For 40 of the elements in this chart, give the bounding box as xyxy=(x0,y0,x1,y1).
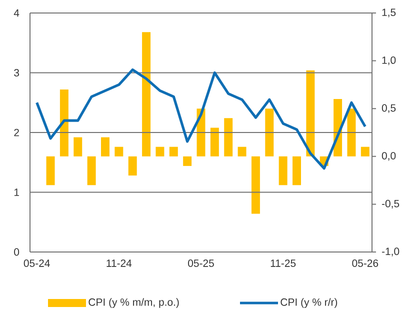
x-tick-label: 11-24 xyxy=(106,260,132,267)
y2-tick-label: 1,0 xyxy=(382,56,396,66)
bar xyxy=(46,156,55,186)
legend-label: CPI (y % r/r) xyxy=(280,298,338,308)
bar xyxy=(347,108,356,156)
y2-tick-label: 0,5 xyxy=(382,104,396,113)
bar xyxy=(265,108,274,156)
y-tick-label: 0 xyxy=(14,248,20,256)
x-tick-label: 05-25 xyxy=(188,260,214,267)
y-tick-label: 1 xyxy=(14,188,19,196)
y2-tick-label: -1,0 xyxy=(382,248,400,256)
bar xyxy=(224,118,233,156)
bar xyxy=(251,156,260,214)
bar xyxy=(360,146,370,156)
bar xyxy=(183,156,192,166)
bar xyxy=(210,128,219,156)
bar xyxy=(60,89,68,156)
y2-tick-label: 1,5 xyxy=(382,8,396,18)
y-tick-label: 4 xyxy=(14,9,20,17)
bar xyxy=(114,146,124,156)
bar xyxy=(142,32,151,156)
x-tick-label: 11-25 xyxy=(270,260,296,267)
bar xyxy=(292,156,302,186)
y2-tick-label: 0,0 xyxy=(382,152,396,161)
y2-tick-label: -0,5 xyxy=(382,200,400,209)
legend-label: CPI (y % m/m, p.o.) xyxy=(88,298,179,308)
bar xyxy=(74,137,82,156)
bar xyxy=(278,156,288,186)
bar xyxy=(128,156,137,176)
y-tick-label: 2 xyxy=(14,128,19,136)
bar xyxy=(169,146,178,156)
y-tick-label: 3 xyxy=(14,69,20,76)
x-tick-label: 05-26 xyxy=(352,260,378,267)
line-series xyxy=(36,68,366,170)
x-tick-label: 05-24 xyxy=(24,260,50,267)
bar xyxy=(101,137,110,156)
bar xyxy=(306,70,315,156)
bar xyxy=(156,146,164,156)
bar xyxy=(238,146,246,156)
bar xyxy=(87,156,96,186)
